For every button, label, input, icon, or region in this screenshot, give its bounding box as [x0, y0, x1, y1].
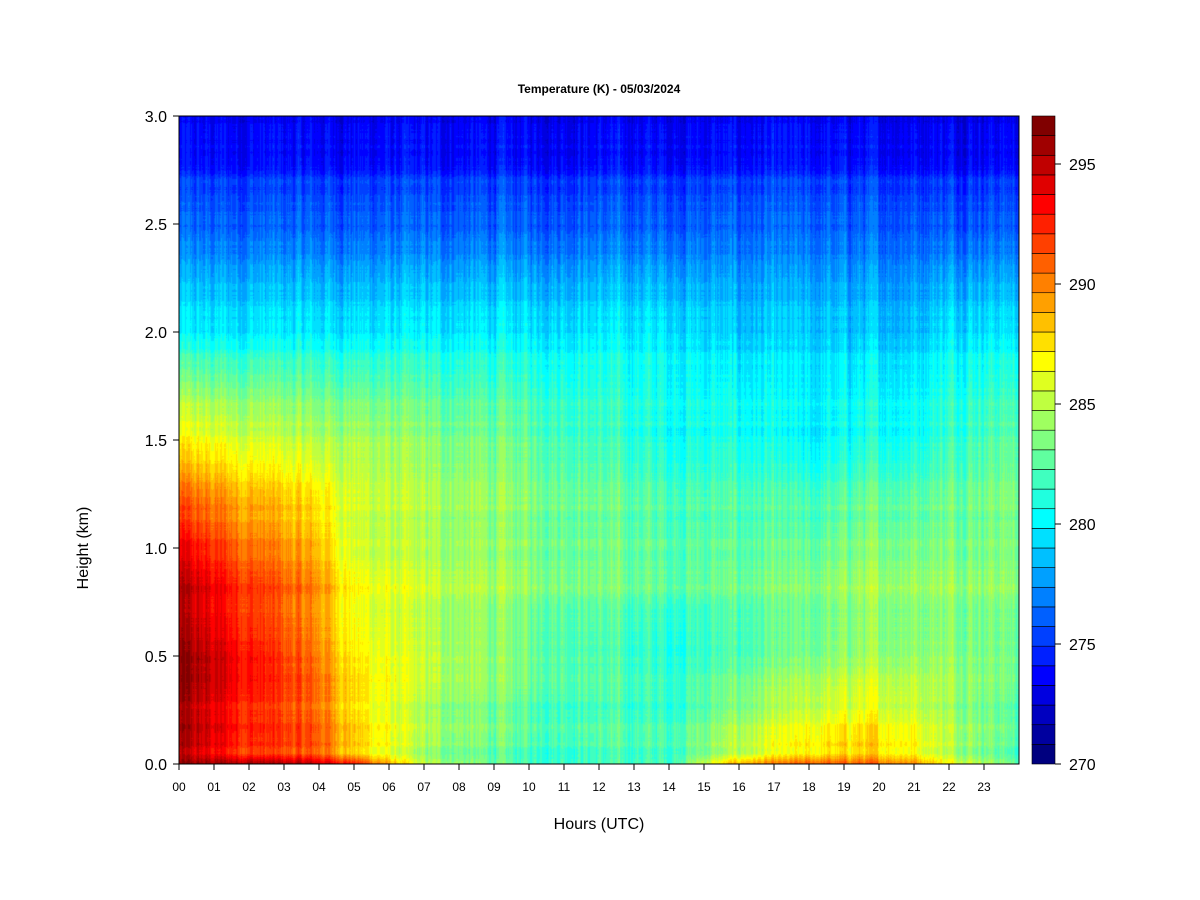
- x-tick-label: 06: [382, 780, 396, 794]
- colorbar-tick-label: 285: [1069, 397, 1096, 414]
- x-tick-label: 10: [522, 780, 536, 794]
- colorbar-band: [1031, 213, 1056, 235]
- x-tick-label: 20: [872, 780, 886, 794]
- colorbar-band: [1031, 331, 1056, 352]
- colorbar-band: [1031, 449, 1056, 470]
- colorbar-band: [1031, 312, 1056, 333]
- x-tick-label: 23: [977, 780, 991, 794]
- colorbar-band: [1031, 429, 1056, 451]
- y-tick-label: 1.5: [145, 433, 167, 450]
- x-tick-label: 17: [767, 780, 781, 794]
- x-axis: 00 01 02 03 04 05 06 07 08 09 10 11 12 13 14 15 16 17 18 19…: [172, 764, 991, 794]
- colorbar-tick-label: 295: [1069, 157, 1096, 174]
- colorbar-tick-label: 290: [1069, 277, 1096, 294]
- y-tick-label: 1.0: [145, 541, 167, 558]
- colorbar-band: [1031, 685, 1056, 706]
- x-tick-label: 09: [487, 780, 501, 794]
- colorbar: 270 275 280 285 290 295: [1031, 115, 1096, 774]
- colorbar-band: [1031, 154, 1056, 176]
- heatmap-field: [179, 116, 1019, 764]
- x-tick-label: 03: [277, 780, 291, 794]
- colorbar-band: [1031, 665, 1056, 686]
- colorbar-band: [1031, 744, 1056, 765]
- colorbar-band: [1031, 586, 1056, 608]
- colorbar-band: [1031, 488, 1056, 510]
- x-tick-label: 04: [312, 780, 326, 794]
- colorbar-band: [1031, 528, 1056, 549]
- colorbar-band: [1031, 508, 1056, 529]
- x-tick-label: 05: [347, 780, 361, 794]
- y-tick-label: 2.0: [145, 325, 167, 342]
- x-tick-label: 13: [627, 780, 641, 794]
- colorbar-band: [1031, 390, 1056, 411]
- x-tick-label: 08: [452, 780, 466, 794]
- x-tick-label: 00: [172, 780, 186, 794]
- colorbar-band: [1031, 115, 1056, 136]
- x-tick-label: 16: [732, 780, 746, 794]
- x-tick-label: 21: [907, 780, 921, 794]
- colorbar-band: [1031, 253, 1056, 274]
- x-axis-title: Hours (UTC): [554, 816, 645, 833]
- y-tick-label: 2.5: [145, 217, 167, 234]
- colorbar-band: [1031, 704, 1056, 726]
- y-axis-title: Height (km): [75, 507, 92, 590]
- x-tick-label: 01: [207, 780, 221, 794]
- y-tick-label: 3.0: [145, 109, 167, 126]
- colorbar-band: [1031, 272, 1056, 294]
- x-tick-label: 02: [242, 780, 256, 794]
- colorbar-band: [1031, 410, 1056, 431]
- colorbar-tick-label: 270: [1069, 757, 1096, 774]
- colorbar-band: [1031, 469, 1056, 490]
- x-tick-label: 18: [802, 780, 816, 794]
- x-tick-label: 07: [417, 780, 431, 794]
- x-tick-label: 19: [837, 780, 851, 794]
- x-tick-label: 11: [558, 780, 571, 794]
- y-axis: 0.0 0.5 1.0 1.5 2.0 2.5 3.0: [145, 109, 179, 774]
- colorbar-band: [1031, 724, 1056, 745]
- colorbar-band: [1031, 292, 1056, 313]
- plot-area: [178, 115, 1020, 765]
- colorbar-band: [1031, 194, 1056, 215]
- colorbar-tick-label: 280: [1069, 517, 1096, 534]
- colorbar-band: [1031, 626, 1056, 647]
- colorbar-band: [1031, 567, 1056, 588]
- chart-title: Temperature (K) - 05/03/2024: [518, 82, 681, 96]
- colorbar-band: [1031, 645, 1056, 667]
- colorbar-band: [1031, 370, 1056, 392]
- y-tick-label: 0.0: [145, 757, 167, 774]
- y-tick-label: 0.5: [145, 649, 167, 666]
- colorbar-band: [1031, 547, 1056, 568]
- colorbar-band: [1031, 606, 1056, 627]
- colorbar-tick-label: 275: [1069, 637, 1096, 654]
- colorbar-band: [1031, 233, 1056, 254]
- x-tick-label: 22: [942, 780, 956, 794]
- colorbar-band: [1031, 174, 1056, 195]
- x-tick-label: 12: [592, 780, 606, 794]
- colorbar-band: [1031, 135, 1056, 156]
- colorbar-band: [1031, 351, 1056, 372]
- x-tick-label: 15: [697, 780, 711, 794]
- x-tick-label: 14: [662, 780, 676, 794]
